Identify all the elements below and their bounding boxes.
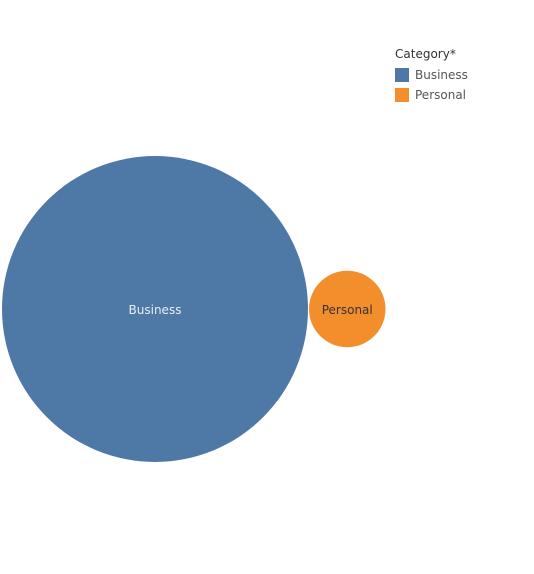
legend-item-business[interactable]: Business [395, 65, 468, 85]
legend-label-personal: Personal [415, 88, 467, 102]
bubble-label-personal: Personal [322, 303, 373, 317]
bubble-label-business: Business [129, 303, 182, 317]
legend-swatch-personal [395, 88, 409, 102]
legend-swatch-business [395, 68, 409, 82]
legend-label-business: Business [415, 68, 468, 82]
legend: Category* Business Personal [395, 47, 468, 105]
bubble-personal[interactable] [309, 270, 386, 348]
legend-title: Category* [395, 47, 456, 61]
bubble-business[interactable] [2, 156, 308, 462]
legend-item-personal[interactable]: Personal [395, 85, 468, 105]
